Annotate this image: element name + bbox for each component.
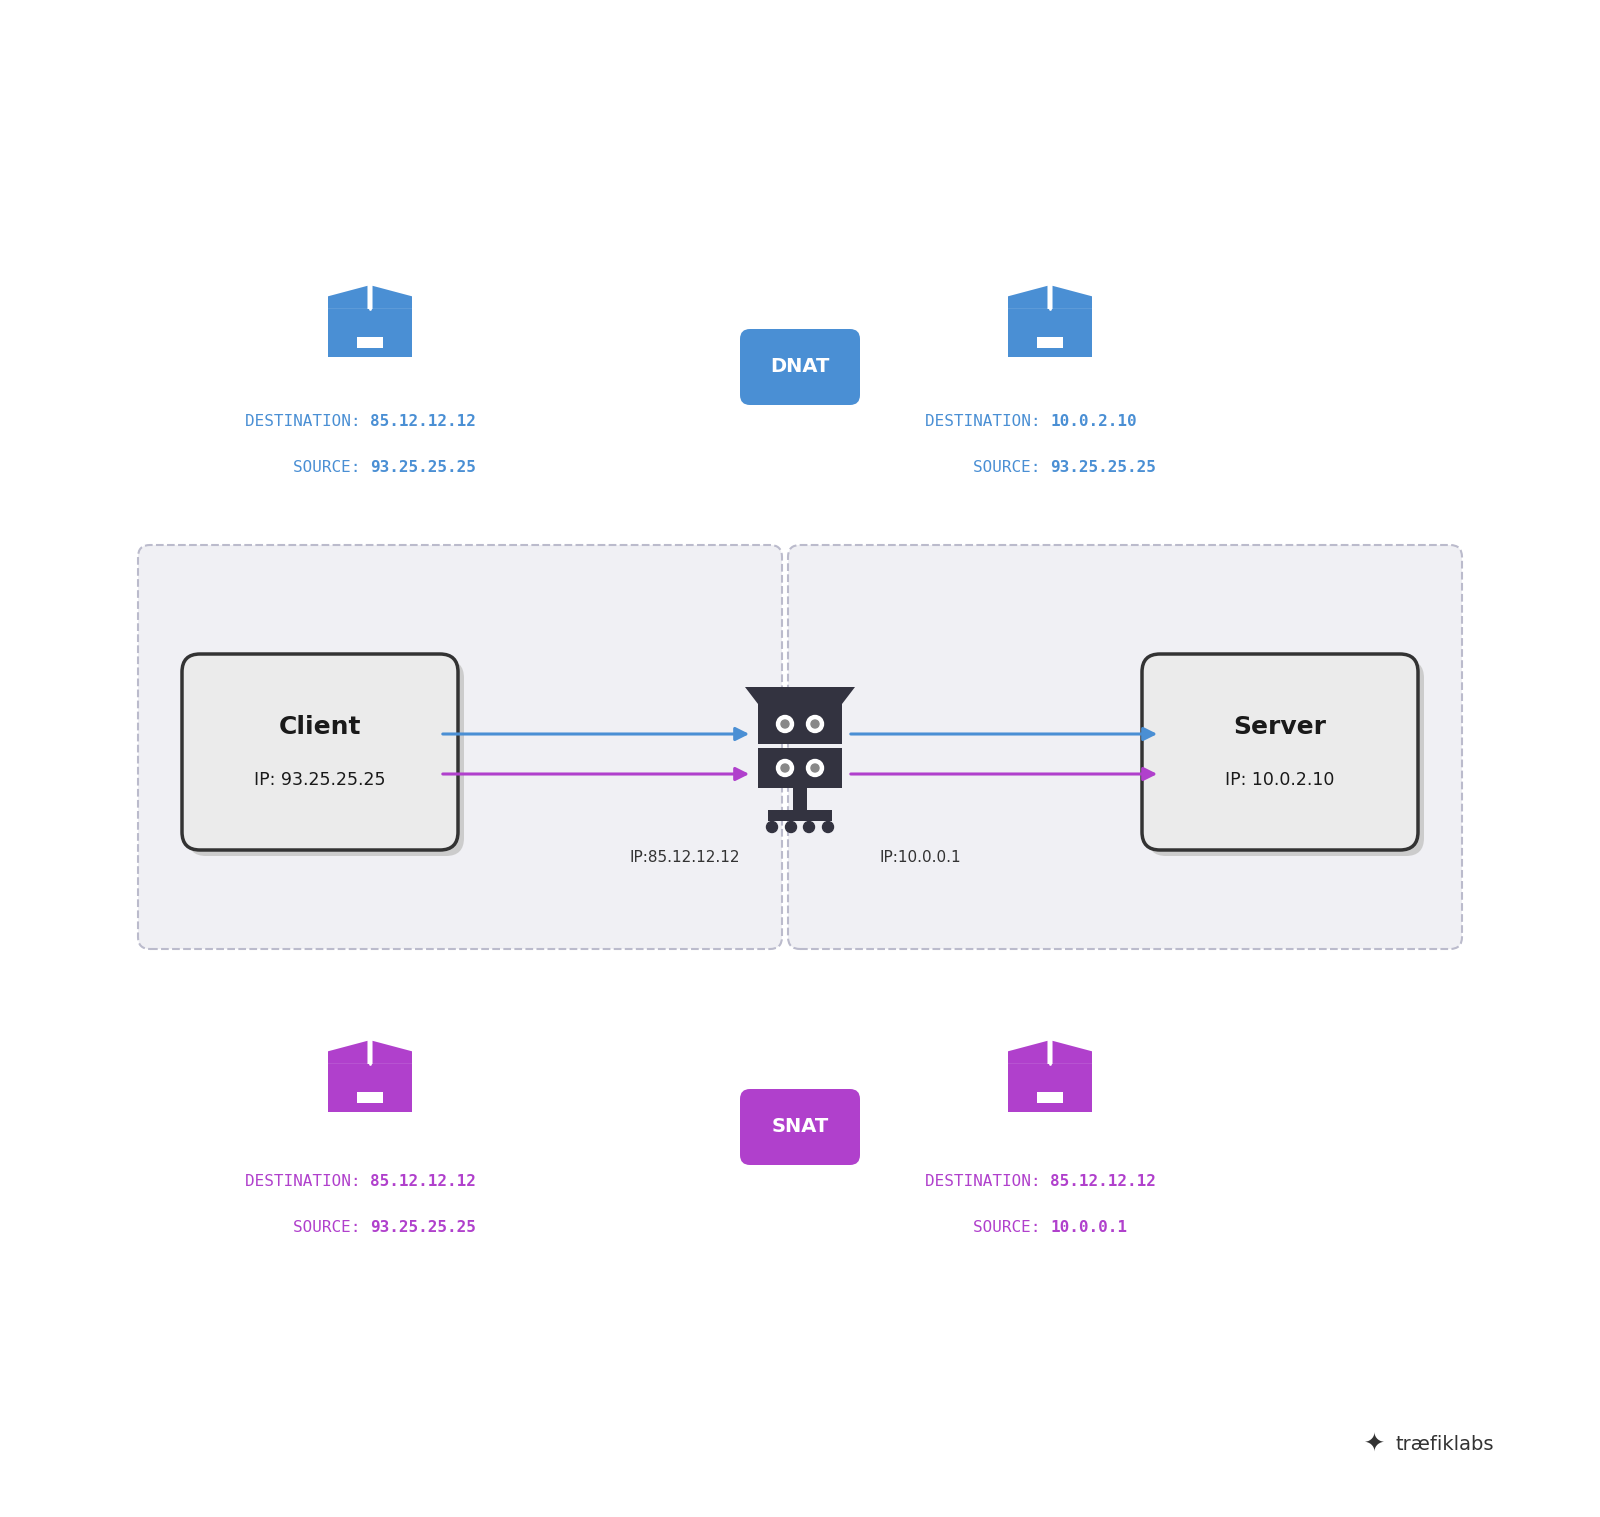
Text: Client: Client <box>278 715 362 739</box>
Circle shape <box>786 822 797 833</box>
FancyBboxPatch shape <box>1037 337 1064 347</box>
Polygon shape <box>373 285 413 309</box>
Polygon shape <box>1008 285 1048 309</box>
Text: DNAT: DNAT <box>770 358 830 376</box>
Text: IP: 93.25.25.25: IP: 93.25.25.25 <box>254 771 386 789</box>
FancyBboxPatch shape <box>794 787 806 810</box>
Text: 85.12.12.12: 85.12.12.12 <box>1050 1174 1155 1189</box>
Polygon shape <box>328 1041 368 1063</box>
Text: 93.25.25.25: 93.25.25.25 <box>370 460 475 475</box>
FancyBboxPatch shape <box>357 337 384 347</box>
Text: DESTINATION:: DESTINATION: <box>245 414 370 429</box>
Text: SNAT: SNAT <box>771 1118 829 1136</box>
FancyBboxPatch shape <box>758 748 842 787</box>
Circle shape <box>811 765 819 772</box>
Polygon shape <box>328 285 368 309</box>
FancyBboxPatch shape <box>787 545 1462 950</box>
Text: IP:10.0.0.1: IP:10.0.0.1 <box>878 850 962 865</box>
Circle shape <box>781 721 789 728</box>
FancyBboxPatch shape <box>182 654 458 850</box>
Text: 85.12.12.12: 85.12.12.12 <box>370 1174 475 1189</box>
Circle shape <box>806 716 824 733</box>
Text: DESTINATION:: DESTINATION: <box>925 1174 1050 1189</box>
Text: træfiklabs: træfiklabs <box>1395 1435 1493 1455</box>
Text: SOURCE:: SOURCE: <box>293 1220 370 1235</box>
Circle shape <box>806 760 824 777</box>
FancyBboxPatch shape <box>739 1089 861 1165</box>
Polygon shape <box>1053 1041 1091 1063</box>
Circle shape <box>776 716 794 733</box>
Circle shape <box>822 822 834 833</box>
FancyBboxPatch shape <box>1149 660 1424 856</box>
Text: Server: Server <box>1234 715 1326 739</box>
Polygon shape <box>1008 1041 1048 1063</box>
Text: 93.25.25.25: 93.25.25.25 <box>370 1220 475 1235</box>
Polygon shape <box>746 687 854 704</box>
FancyBboxPatch shape <box>768 810 832 821</box>
Text: IP: 10.0.2.10: IP: 10.0.2.10 <box>1226 771 1334 789</box>
Circle shape <box>776 760 794 777</box>
Circle shape <box>811 721 819 728</box>
Circle shape <box>781 765 789 772</box>
Text: DESTINATION:: DESTINATION: <box>245 1174 370 1189</box>
Circle shape <box>766 822 778 833</box>
FancyBboxPatch shape <box>1037 1092 1064 1103</box>
FancyBboxPatch shape <box>1008 1063 1091 1112</box>
Text: 10.0.0.1: 10.0.0.1 <box>1050 1220 1126 1235</box>
Polygon shape <box>373 1041 413 1063</box>
Text: SOURCE:: SOURCE: <box>973 460 1050 475</box>
FancyBboxPatch shape <box>1008 309 1091 356</box>
Text: DESTINATION:: DESTINATION: <box>925 414 1050 429</box>
Text: IP:85.12.12.12: IP:85.12.12.12 <box>630 850 741 865</box>
FancyBboxPatch shape <box>1142 654 1418 850</box>
FancyBboxPatch shape <box>739 329 861 405</box>
Text: ✦: ✦ <box>1363 1434 1386 1456</box>
Text: SOURCE:: SOURCE: <box>973 1220 1050 1235</box>
Text: SOURCE:: SOURCE: <box>293 460 370 475</box>
FancyBboxPatch shape <box>328 1063 413 1112</box>
FancyBboxPatch shape <box>138 545 782 950</box>
FancyBboxPatch shape <box>357 1092 384 1103</box>
Text: 10.0.2.10: 10.0.2.10 <box>1050 414 1136 429</box>
FancyBboxPatch shape <box>758 704 842 743</box>
FancyBboxPatch shape <box>189 660 464 856</box>
Text: 93.25.25.25: 93.25.25.25 <box>1050 460 1155 475</box>
Polygon shape <box>1053 285 1091 309</box>
FancyBboxPatch shape <box>328 309 413 356</box>
Text: 85.12.12.12: 85.12.12.12 <box>370 414 475 429</box>
Circle shape <box>803 822 814 833</box>
